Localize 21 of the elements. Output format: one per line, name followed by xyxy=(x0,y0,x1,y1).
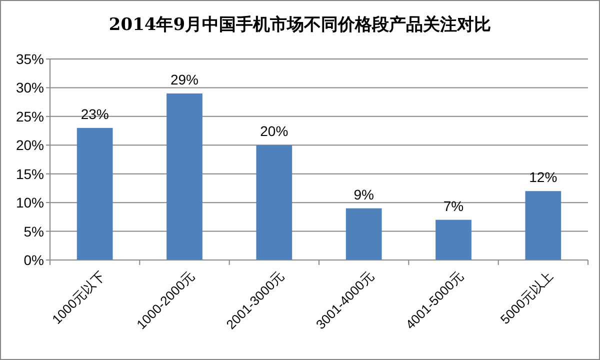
bar xyxy=(256,145,292,260)
y-tick-label: 30% xyxy=(16,80,44,96)
y-tick-label: 5% xyxy=(24,223,44,240)
y-tick-label: 35% xyxy=(16,51,44,67)
data-label: 7% xyxy=(443,198,464,214)
y-tick-label: 15% xyxy=(16,166,44,182)
y-tick-label: 10% xyxy=(16,194,44,211)
y-tick-label: 20% xyxy=(16,137,44,154)
data-label: 23% xyxy=(80,106,109,122)
bar xyxy=(76,128,113,260)
data-label: 9% xyxy=(354,186,374,202)
data-label: 20% xyxy=(260,123,288,140)
data-label: 12% xyxy=(529,169,558,186)
y-tick-label: 25% xyxy=(16,108,44,124)
bar xyxy=(436,220,472,260)
chart-title: 2014年9月中国手机市场不同价格段产品关注对比 xyxy=(108,15,492,35)
bar xyxy=(166,93,202,260)
y-tick-label: 0% xyxy=(24,252,44,268)
data-label: 29% xyxy=(170,71,199,88)
bar xyxy=(525,191,562,260)
bar xyxy=(346,208,382,260)
